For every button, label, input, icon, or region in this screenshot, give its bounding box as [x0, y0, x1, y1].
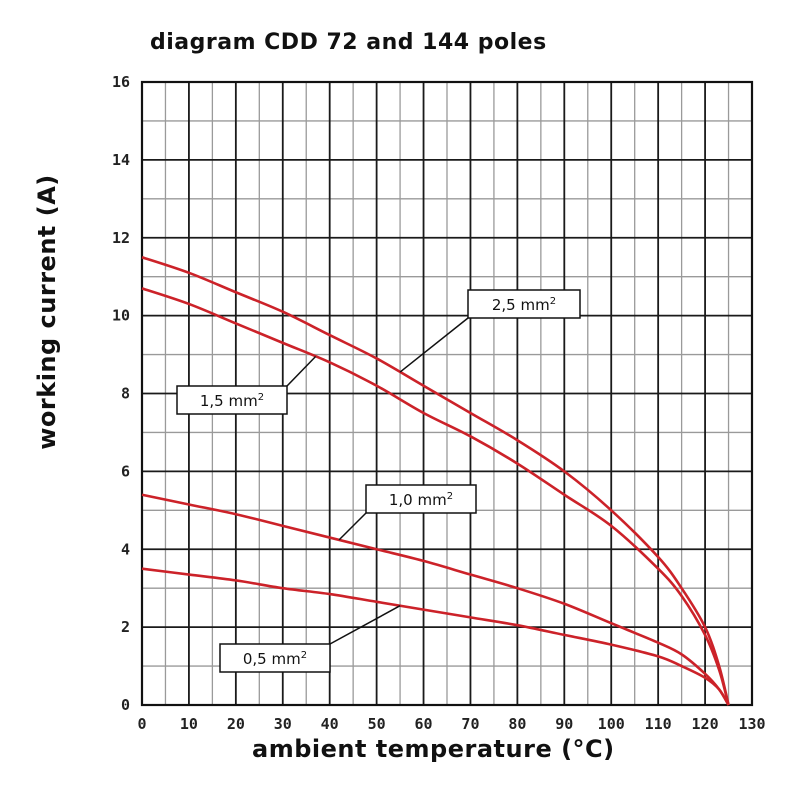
series-line-1	[141, 255, 730, 706]
y-tick-label: 16	[112, 73, 130, 91]
annotation-leader-line	[286, 355, 317, 387]
annotation-box	[219, 643, 331, 673]
x-tick-label: 120	[692, 715, 719, 733]
x-tick-label: 110	[645, 715, 672, 733]
x-tick-label: 60	[415, 715, 433, 733]
annotation-leader-line	[329, 605, 401, 645]
y-tick-label: 8	[121, 385, 130, 403]
x-tick-label: 20	[227, 715, 245, 733]
annotation-box	[365, 484, 477, 514]
x-tick-label: 70	[461, 715, 479, 733]
series-line-4	[141, 567, 730, 706]
x-tick-label: 90	[555, 715, 573, 733]
x-tick-label: 40	[321, 715, 339, 733]
y-tick-label: 2	[121, 618, 130, 636]
y-tick-label: 0	[121, 696, 130, 714]
x-tick-label: 10	[180, 715, 198, 733]
x-axis-label: ambient temperature (°C)	[252, 735, 615, 763]
annotation-label: 1,5 mm2	[200, 392, 264, 410]
annotation-leader-line	[399, 317, 469, 373]
y-tick-label: 12	[112, 229, 130, 247]
x-tick-label: 130	[738, 715, 765, 733]
series-line-3	[141, 493, 730, 706]
annotation-label: 2,5 mm2	[492, 296, 556, 314]
y-axis-label: working current (A)	[33, 174, 61, 450]
x-tick-label: 30	[274, 715, 292, 733]
series-line-2	[141, 287, 730, 706]
y-tick-label: 4	[121, 540, 130, 558]
y-tick-label: 10	[112, 307, 130, 325]
y-tick-label: 14	[112, 151, 130, 169]
annotation-label: 0,5 mm2	[243, 650, 307, 668]
x-tick-label: 100	[598, 715, 625, 733]
x-tick-label: 50	[368, 715, 386, 733]
annotation-leader-line	[338, 512, 367, 541]
chart-title: diagram CDD 72 and 144 poles	[150, 30, 547, 55]
annotation-box	[467, 289, 581, 319]
annotation-box	[176, 385, 288, 415]
x-tick-label: 0	[137, 715, 146, 733]
plot-frame	[140, 80, 754, 707]
annotation-label: 1,0 mm2	[389, 491, 453, 509]
x-tick-label: 80	[508, 715, 526, 733]
y-tick-label: 6	[121, 462, 130, 480]
